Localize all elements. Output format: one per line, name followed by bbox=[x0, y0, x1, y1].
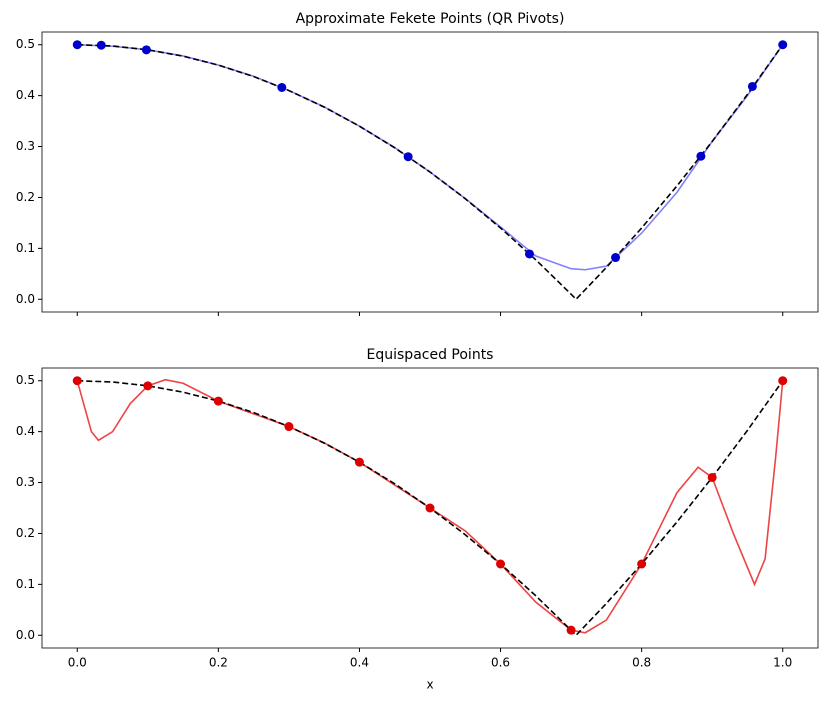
chart-title: Approximate Fekete Points (QR Pivots) bbox=[296, 11, 565, 27]
data-point bbox=[96, 40, 106, 50]
plot-frame bbox=[41, 367, 819, 649]
x-tick-label: 0.4 bbox=[350, 656, 369, 670]
y-tick-label: 0.4 bbox=[16, 424, 35, 438]
y-tick-label: 0.0 bbox=[16, 292, 35, 306]
reference-line bbox=[77, 43, 784, 301]
y-tick-label: 0.2 bbox=[16, 526, 35, 540]
data-point bbox=[524, 249, 534, 259]
y-tick-label: 0.2 bbox=[16, 190, 35, 204]
data-point bbox=[425, 503, 435, 513]
y-tick-label: 0.5 bbox=[16, 373, 35, 387]
plot-frame bbox=[41, 31, 819, 313]
data-point bbox=[277, 82, 287, 92]
data-point bbox=[696, 151, 706, 161]
y-tick-label: 0.3 bbox=[16, 475, 35, 489]
data-point bbox=[747, 81, 757, 91]
y-tick-label: 0.1 bbox=[16, 577, 35, 591]
data-point bbox=[707, 472, 717, 482]
data-point bbox=[354, 457, 364, 467]
x-axis-label: x bbox=[426, 678, 433, 692]
x-tick-label: 0.8 bbox=[632, 656, 651, 670]
x-tick-label: 0.2 bbox=[209, 656, 228, 670]
data-point bbox=[143, 381, 153, 391]
interpolant-line bbox=[77, 43, 784, 271]
data-point bbox=[637, 559, 647, 569]
x-tick-label: 0.0 bbox=[68, 656, 87, 670]
data-point bbox=[284, 422, 294, 432]
data-point bbox=[566, 625, 576, 635]
y-tick-label: 0.0 bbox=[16, 628, 35, 642]
data-point bbox=[141, 45, 151, 55]
y-tick-label: 0.1 bbox=[16, 241, 35, 255]
data-point bbox=[611, 253, 621, 263]
data-point bbox=[778, 376, 788, 386]
y-tick-label: 0.5 bbox=[16, 37, 35, 51]
y-tick-label: 0.4 bbox=[16, 88, 35, 102]
x-tick-label: 1.0 bbox=[773, 656, 792, 670]
data-point bbox=[72, 376, 82, 386]
data-point bbox=[496, 559, 506, 569]
data-point bbox=[213, 396, 223, 406]
data-point bbox=[778, 40, 788, 50]
y-tick-label: 0.3 bbox=[16, 139, 35, 153]
data-point bbox=[72, 40, 82, 50]
data-point bbox=[403, 152, 413, 162]
chart-title: Equispaced Points bbox=[367, 347, 494, 363]
x-tick-label: 0.6 bbox=[491, 656, 510, 670]
